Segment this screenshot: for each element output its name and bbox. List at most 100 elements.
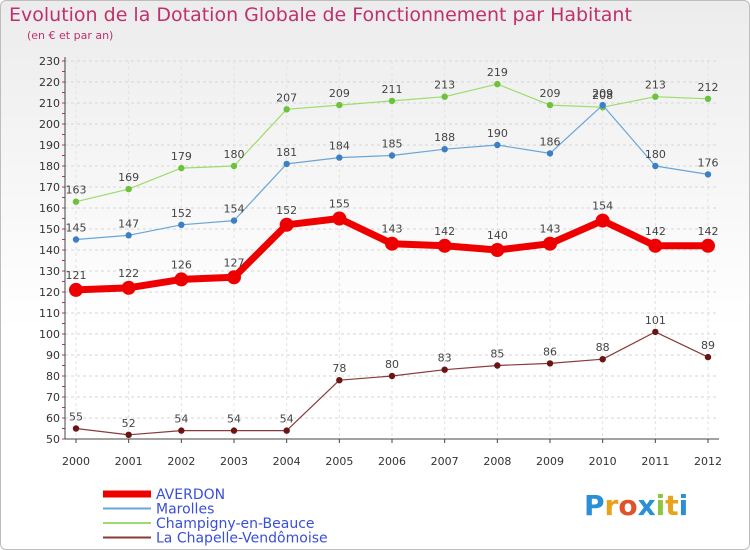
data-label-la-chapelle-vendomoise: 88	[596, 341, 610, 354]
x-tick-label: 2008	[483, 455, 511, 468]
data-point-champigny-en-beauce	[652, 93, 659, 100]
data-label-la-chapelle-vendomoise: 55	[69, 411, 83, 424]
data-point-la-chapelle-vendomoise	[283, 427, 290, 434]
data-label-champigny-en-beauce: 209	[540, 87, 561, 100]
data-point-champigny-en-beauce	[336, 101, 343, 109]
data-label-la-chapelle-vendomoise: 54	[174, 413, 188, 426]
logo-letter: o	[618, 489, 638, 522]
data-label-champigny-en-beauce: 179	[171, 150, 192, 163]
data-label-la-chapelle-vendomoise: 78	[332, 362, 346, 375]
y-tick-label: 180	[39, 160, 60, 173]
data-point-la-chapelle-vendomoise	[441, 366, 448, 373]
data-point-la-chapelle-vendomoise	[652, 328, 659, 336]
data-label-la-chapelle-vendomoise: 54	[280, 413, 294, 426]
data-point-champigny-en-beauce	[72, 198, 80, 205]
data-point-averdon	[174, 272, 189, 287]
data-label-marolles: 209	[592, 87, 613, 100]
proxiti-logo: Proxiti	[584, 489, 688, 522]
logo-letter: x	[637, 489, 656, 522]
y-tick-label: 60	[46, 412, 60, 425]
y-tick-label: 80	[46, 370, 60, 383]
logo-letter: t	[665, 489, 679, 522]
data-point-champigny-en-beauce	[283, 106, 290, 113]
chart-title: Evolution de la Dotation Globale de Fonc…	[9, 4, 632, 26]
data-label-averdon: 142	[645, 225, 666, 238]
x-tick-label: 2005	[325, 455, 353, 468]
data-point-averdon	[332, 211, 347, 226]
y-tick-label: 210	[39, 97, 60, 110]
legend-label: La Chapelle-Vendômoise	[156, 531, 328, 547]
data-label-la-chapelle-vendomoise: 83	[438, 352, 452, 365]
x-tick-label: 2011	[641, 455, 669, 468]
data-label-averdon: 126	[171, 258, 192, 271]
data-point-averdon	[227, 270, 241, 285]
data-label-marolles: 152	[171, 207, 192, 220]
data-label-champigny-en-beauce: 163	[66, 184, 87, 197]
data-label-averdon: 152	[276, 204, 297, 217]
data-point-averdon	[385, 236, 399, 251]
legend-label: Champigny-en-Beauce	[156, 516, 315, 532]
data-point-la-chapelle-vendomoise	[704, 353, 712, 361]
data-label-marolles: 180	[645, 148, 666, 161]
data-label-marolles: 185	[382, 138, 403, 151]
data-label-marolles: 145	[66, 222, 87, 235]
data-label-averdon: 127	[224, 256, 245, 269]
data-label-la-chapelle-vendomoise: 52	[122, 417, 136, 430]
y-tick-label: 230	[39, 55, 60, 68]
legend-label: Marolles	[156, 502, 214, 518]
x-tick-label: 2003	[220, 455, 248, 468]
y-tick-label: 50	[46, 433, 60, 446]
data-point-la-chapelle-vendomoise	[599, 356, 606, 363]
data-label-champigny-en-beauce: 213	[434, 79, 455, 92]
logo-letter: i	[678, 489, 689, 522]
data-label-marolles: 147	[118, 217, 139, 230]
data-label-averdon: 155	[329, 198, 350, 211]
data-point-champigny-en-beauce	[125, 185, 132, 193]
data-point-averdon	[279, 217, 294, 232]
data-label-la-chapelle-vendomoise: 54	[227, 413, 241, 426]
x-tick-label: 2009	[536, 455, 564, 468]
data-label-champigny-en-beauce: 169	[118, 171, 139, 184]
data-point-marolles	[441, 146, 448, 153]
data-point-la-chapelle-vendomoise	[388, 372, 396, 380]
data-point-averdon	[595, 213, 610, 228]
data-label-champigny-en-beauce: 213	[645, 79, 666, 92]
y-tick-label: 190	[39, 139, 60, 152]
data-label-marolles: 154	[224, 203, 245, 216]
data-label-champigny-en-beauce: 208	[592, 89, 613, 102]
data-label-marolles: 176	[698, 156, 719, 169]
data-point-la-chapelle-vendomoise	[125, 431, 132, 438]
y-tick-label: 100	[39, 328, 60, 341]
data-label-champigny-en-beauce: 211	[382, 83, 403, 96]
data-label-champigny-en-beauce: 212	[698, 81, 719, 94]
data-label-marolles: 181	[276, 146, 297, 159]
data-point-averdon	[648, 238, 663, 253]
data-point-averdon	[701, 238, 715, 253]
data-label-champigny-en-beauce: 207	[276, 91, 297, 104]
data-label-averdon: 154	[592, 200, 613, 213]
logo-letter: P	[584, 489, 605, 522]
y-tick-label: 120	[39, 286, 60, 299]
data-point-marolles	[283, 160, 290, 168]
data-point-la-chapelle-vendomoise	[72, 425, 80, 432]
data-label-averdon: 142	[698, 225, 719, 238]
y-tick-label: 150	[39, 223, 60, 236]
x-tick-label: 2000	[62, 455, 90, 468]
data-point-marolles	[652, 162, 659, 170]
chart-subtitle: (en € et par an)	[27, 29, 114, 42]
data-point-marolles	[178, 221, 185, 228]
logo-letter: r	[604, 489, 619, 522]
data-point-marolles	[546, 150, 554, 157]
data-point-la-chapelle-vendomoise	[546, 360, 554, 367]
logo-letter: i	[655, 489, 666, 522]
data-point-marolles	[704, 171, 712, 178]
data-point-champigny-en-beauce	[441, 93, 448, 100]
y-tick-label: 220	[39, 76, 60, 89]
data-label-la-chapelle-vendomoise: 86	[543, 345, 557, 358]
x-tick-label: 2007	[431, 455, 459, 468]
data-label-la-chapelle-vendomoise: 89	[701, 339, 715, 352]
data-point-marolles	[388, 152, 396, 159]
data-label-averdon: 140	[487, 229, 508, 242]
data-point-champigny-en-beauce	[178, 164, 185, 172]
data-label-averdon: 143	[382, 223, 403, 236]
